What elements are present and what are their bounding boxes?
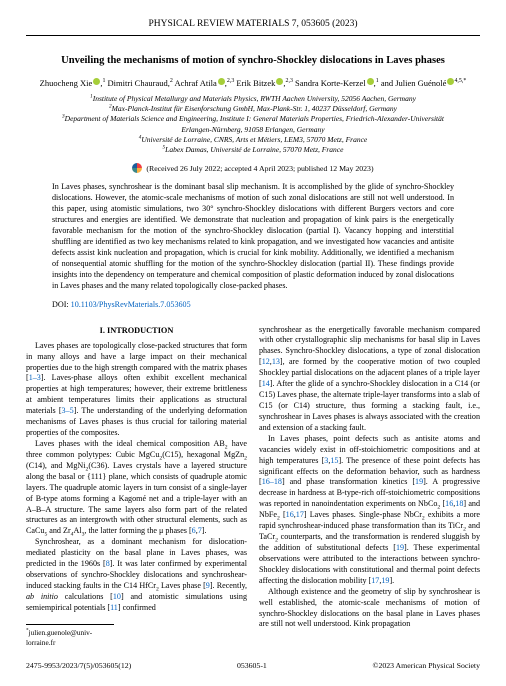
author-chauraud: Dimitri Chauraud,	[108, 78, 170, 88]
affiliations: 1Institute of Physical Metallurgy and Ma…	[26, 94, 480, 155]
header-rule	[26, 35, 480, 36]
affil-sup: 2,3	[227, 78, 234, 84]
ref-link[interactable]: 14	[262, 379, 270, 388]
dates-row: (Received 26 July 2022; accepted 4 April…	[26, 163, 480, 175]
author-list: Zhuocheng Xie,1 Dimitri Chauraud,2 Achra…	[26, 78, 480, 90]
orcid-icon[interactable]	[447, 78, 454, 85]
page-footer: 2475-9953/2023/7(5)/053605(12) 053605-1 …	[26, 661, 480, 672]
intro-p5: In Laves phases, point defects such as a…	[259, 434, 480, 587]
ref-link[interactable]: 10	[113, 592, 121, 601]
footnote: *julien.guenole@univ-lorraine.fr	[26, 624, 114, 648]
affil-2: Max-Planck-Institut für Eisenforschung G…	[112, 104, 397, 113]
ref-link[interactable]: 1–3	[29, 373, 41, 382]
ref-link[interactable]: 17	[296, 510, 304, 519]
ref-link[interactable]: 13	[272, 357, 280, 366]
ref-link[interactable]: 12	[262, 357, 270, 366]
affil-sup: 1	[102, 78, 105, 84]
affil-5: Labex Damas, Université de Lorraine, 570…	[165, 145, 343, 154]
intro-p2: Laves phases with the ideal chemical com…	[26, 439, 247, 537]
ref-link[interactable]: 16–18	[262, 477, 282, 486]
corresponding-email: julien.guenole@univ-lorraine.fr	[26, 628, 92, 647]
affil-4: Université de Lorraine, CNRS, Arts et Mé…	[141, 135, 367, 144]
footer-center: 053605-1	[237, 661, 267, 672]
ref-link[interactable]: 11	[110, 603, 118, 612]
paper-title: Unveiling the mechanisms of motion of sy…	[36, 54, 470, 68]
right-column: synchroshear as the energetically favora…	[259, 325, 480, 648]
journal-header: PHYSICAL REVIEW MATERIALS 7, 053605 (202…	[26, 18, 480, 31]
footer-left: 2475-9953/2023/7(5)/053605(12)	[26, 661, 131, 672]
author-guenole-prefix: and Julien Guénolé	[381, 78, 447, 88]
abstract: In Laves phases, synchroshear is the dom…	[52, 182, 454, 291]
author-atila[interactable]: Achraf Atila	[174, 78, 216, 88]
left-column: I. INTRODUCTION Laves phases are topolog…	[26, 325, 247, 648]
section-1-heading: I. INTRODUCTION	[26, 325, 247, 336]
orcid-icon[interactable]	[276, 78, 283, 85]
author-korte-kerzel[interactable]: Sandra Korte-Kerzel	[295, 78, 366, 88]
footer-right: ©2023 American Physical Society	[373, 661, 480, 672]
doi-link[interactable]: 10.1103/PhysRevMaterials.7.053605	[71, 300, 191, 309]
affil-sup: 2,3	[285, 78, 292, 84]
intro-p4: synchroshear as the energetically favora…	[259, 325, 480, 434]
doi-line: DOI: 10.1103/PhysRevMaterials.7.053605	[52, 300, 454, 311]
ref-link[interactable]: 3–5	[62, 406, 74, 415]
ref-link[interactable]: 19	[396, 543, 404, 552]
affil-1: Institute of Physical Metallurgy and Mat…	[93, 94, 416, 103]
ref-link[interactable]: 19	[415, 477, 423, 486]
orcid-icon[interactable]	[367, 78, 374, 85]
affil-sup: 2	[170, 78, 173, 84]
affil-sup: 1	[376, 78, 379, 84]
publication-dates: (Received 26 July 2022; accepted 4 April…	[146, 164, 373, 173]
author-xie[interactable]: Zhuocheng Xie	[40, 78, 93, 88]
doi-label: DOI:	[52, 300, 69, 309]
crossmark-icon[interactable]	[132, 163, 142, 173]
intro-p3: Synchroshear, as a dominant mechanism fo…	[26, 537, 247, 613]
affil-sup: 4,5,*	[454, 78, 466, 84]
affil-3a: Department of Materials Science and Engi…	[65, 114, 444, 123]
intro-p1: Laves phases are topologically close-pac…	[26, 341, 247, 439]
intro-p6: Although existence and the geometry of s…	[259, 587, 480, 631]
orcid-icon[interactable]	[218, 78, 225, 85]
ref-link[interactable]: 16	[286, 510, 294, 519]
orcid-icon[interactable]	[93, 78, 100, 85]
affil-3b: Erlangen-Nürnberg, 91058 Erlangen, Germa…	[181, 125, 324, 134]
author-bitzek[interactable]: Erik Bitzek	[236, 78, 275, 88]
